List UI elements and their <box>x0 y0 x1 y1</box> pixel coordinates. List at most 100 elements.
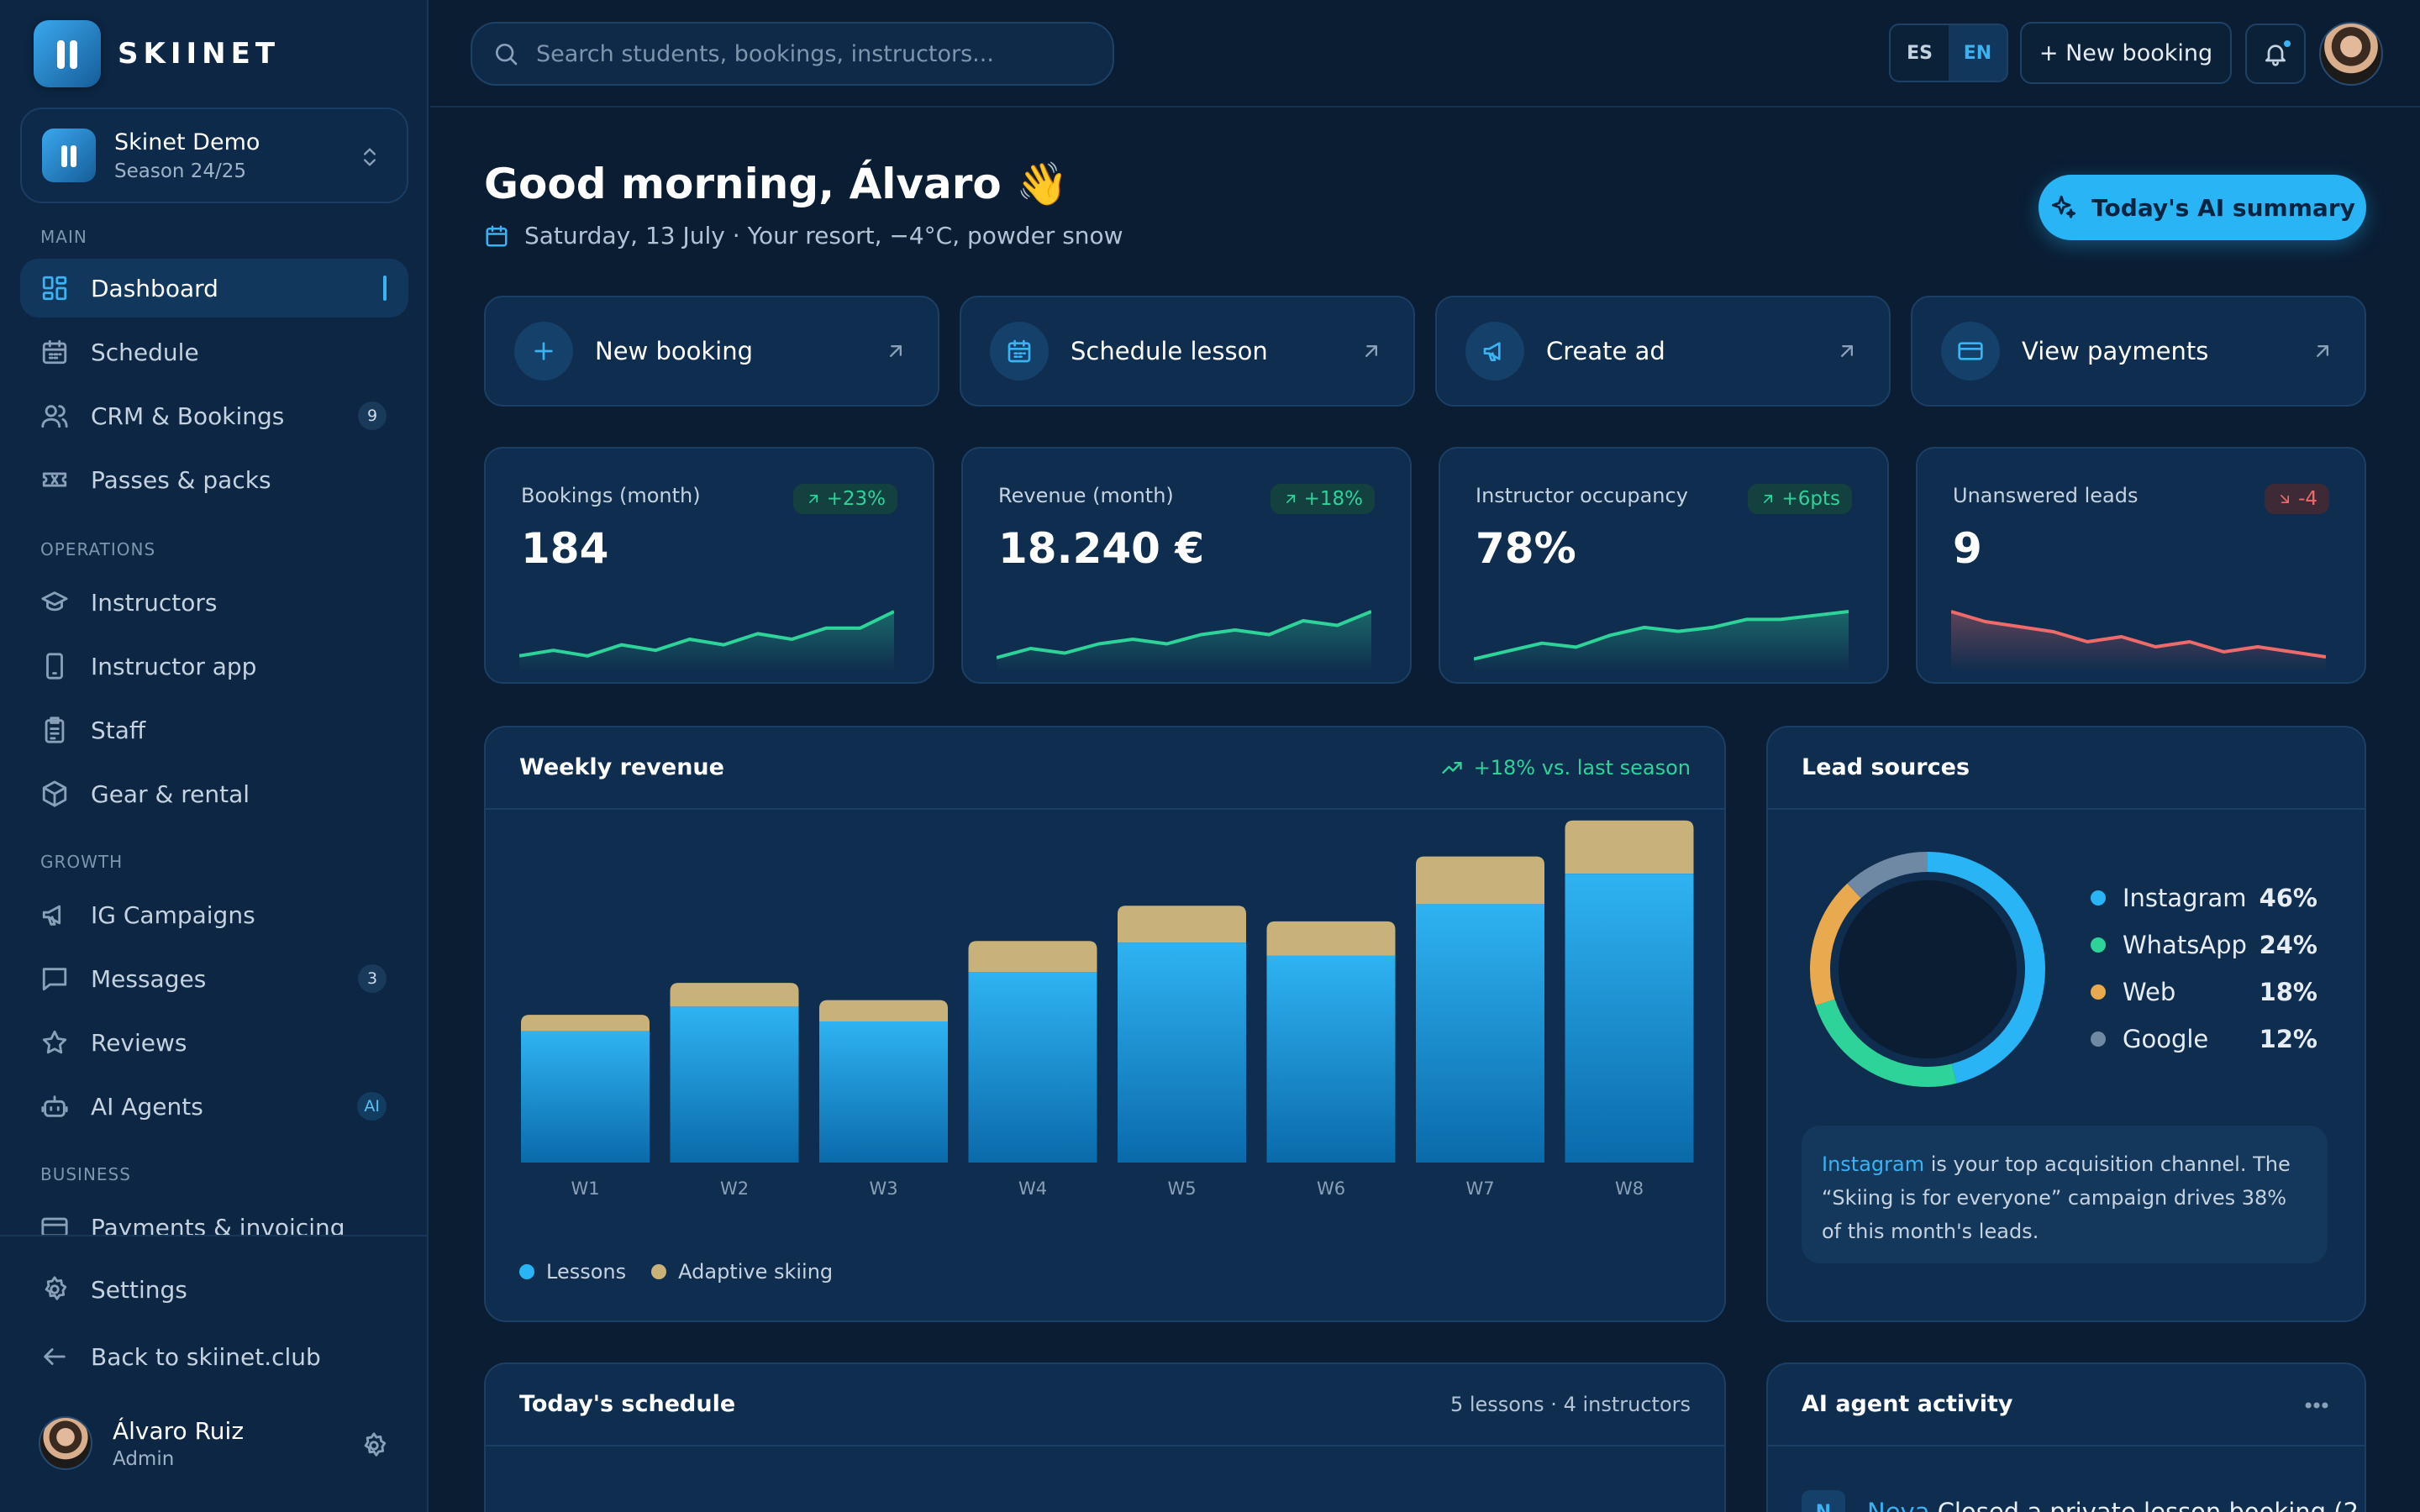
card-icon <box>40 1213 69 1235</box>
bar-lessons-w4[interactable] <box>968 972 1097 1163</box>
panel-title: Weekly revenue <box>519 754 724 780</box>
kpi-value: 9 <box>1953 524 1982 573</box>
activity-item[interactable]: N Neva Closed a private lesson booking (… <box>1802 1490 2359 1512</box>
quick-action-new-booking[interactable]: New booking <box>484 296 939 407</box>
profile-avatar[interactable] <box>2319 22 2383 86</box>
quick-action-label: Create ad <box>1546 337 1665 365</box>
count-badge: 9 <box>358 402 387 430</box>
sidebar-item-label: Instructors <box>91 588 218 617</box>
user-profile[interactable]: Álvaro Ruiz Admin <box>39 1416 244 1470</box>
agent-name[interactable]: Neva <box>1867 1498 1930 1512</box>
ai-summary-label: Today's AI summary <box>2091 193 2355 222</box>
new-booking-button[interactable]: + New booking <box>2020 22 2232 84</box>
x-tick-label: W7 <box>1465 1179 1494 1199</box>
bar-adaptive-w4[interactable] <box>968 941 1097 973</box>
x-tick-label: W8 <box>1615 1179 1644 1199</box>
bar-adaptive-w1[interactable] <box>521 1015 650 1032</box>
legend-dot <box>2091 890 2106 906</box>
lead-source-google: Google 12% <box>2091 1025 2317 1053</box>
x-tick-label: W5 <box>1167 1179 1196 1199</box>
bar-adaptive-w8[interactable] <box>1565 820 1694 874</box>
more-options-icon[interactable] <box>2302 1391 2331 1420</box>
message-icon <box>40 964 69 993</box>
bar-lessons-w7[interactable] <box>1416 904 1544 1163</box>
sidebar-item-passes-packs[interactable]: Passes & packs <box>20 450 408 509</box>
lead-source-name: Google <box>2123 1025 2209 1053</box>
weekly-revenue-bar-chart: W1 W2 W3 W4 W5 W6 W7 W8 <box>521 820 1694 1199</box>
panel-title: Today's schedule <box>519 1391 736 1417</box>
sidebar-item-settings[interactable]: Settings <box>20 1260 408 1319</box>
search-box[interactable] <box>471 22 1114 86</box>
legend-dot <box>2091 1032 2106 1047</box>
search-input[interactable] <box>536 40 1091 67</box>
sidebar-item-ig-campaigns[interactable]: IG Campaigns <box>20 885 408 944</box>
bar-adaptive-w2[interactable] <box>670 983 799 1007</box>
sparkline-chart <box>997 610 1371 672</box>
bar-lessons-w1[interactable] <box>521 1031 650 1163</box>
workspace-switcher[interactable]: Skinet Demo Season 24/25 <box>20 108 408 203</box>
sidebar-item-messages[interactable]: Messages 3 <box>20 949 408 1008</box>
kpi-card-revenue[interactable]: Revenue (month) 18.240 € +18% <box>961 447 1412 684</box>
legend-dot-adaptive <box>651 1264 667 1279</box>
date-weather-text: Saturday, 13 July · Your resort, −4°C, p… <box>524 222 1123 249</box>
sidebar-item-staff[interactable]: Staff <box>20 701 408 759</box>
star-icon <box>40 1028 69 1057</box>
lead-sources-panel: Lead sources Instagram 46% WhatsApp 24% We… <box>1766 726 2366 1322</box>
sidebar-scroll-clip: Payments & invoicing <box>0 1193 429 1235</box>
lead-source-name: Instagram <box>2123 884 2247 912</box>
donut-slice-web[interactable] <box>1810 852 2045 1087</box>
kpi-delta-text: +18% <box>1303 488 1363 510</box>
notifications-button[interactable] <box>2245 24 2306 84</box>
insight-highlight[interactable]: Instagram <box>1822 1152 1925 1176</box>
graduation-cap-icon <box>40 588 69 617</box>
bar-lessons-w2[interactable] <box>670 1006 799 1163</box>
sparkline-line <box>519 610 894 658</box>
sparkline-chart <box>1474 610 1849 672</box>
sidebar-item-label: Staff <box>91 716 146 744</box>
arrow-up-right-icon <box>1282 491 1299 507</box>
kpi-label: Bookings (month) <box>521 484 701 507</box>
bar-adaptive-w7[interactable] <box>1416 856 1544 905</box>
topbar: ES EN + New booking <box>430 0 2420 108</box>
sidebar-item-dashboard[interactable]: Dashboard <box>20 259 408 318</box>
box-icon <box>40 780 69 808</box>
sidebar-item-label: Reviews <box>91 1028 187 1057</box>
sidebar-item-instructor-app[interactable]: Instructor app <box>20 637 408 696</box>
revenue-trend-note: +18% vs. last season <box>1440 756 1691 780</box>
kpi-card-unanswered-leads[interactable]: Unanswered leads 9 -4 <box>1916 447 2366 684</box>
sidebar-item-back[interactable]: Back to skiinet.club <box>20 1327 408 1386</box>
brand-logo[interactable]: SKIINET <box>34 20 280 87</box>
kpi-card-occupancy[interactable]: Instructor occupancy 78% +6pts <box>1439 447 1889 684</box>
sparkline-area <box>997 612 1371 672</box>
lang-en-button[interactable]: EN <box>1949 25 2007 81</box>
donut-slice-google[interactable] <box>1810 852 2045 1087</box>
quick-action-view-payments[interactable]: View payments <box>1911 296 2366 407</box>
bar-lessons-w3[interactable] <box>819 1021 948 1163</box>
bar-adaptive-w3[interactable] <box>819 1000 948 1021</box>
bar-adaptive-w6[interactable] <box>1266 921 1396 956</box>
lang-es-button[interactable]: ES <box>1907 42 1933 64</box>
quick-action-schedule-lesson[interactable]: Schedule lesson <box>960 296 1415 407</box>
sidebar-item-reviews[interactable]: Reviews <box>20 1013 408 1072</box>
sidebar-item-schedule[interactable]: Schedule <box>20 323 408 381</box>
sidebar-item-instructors[interactable]: Instructors <box>20 573 408 632</box>
sidebar-item-label: Dashboard <box>91 274 218 302</box>
sidebar-item-payments-invoicing[interactable]: Payments & invoicing <box>20 1198 408 1235</box>
section-label-growth: GROWTH <box>40 852 124 872</box>
kpi-card-bookings[interactable]: Bookings (month) 184 +23% <box>484 447 934 684</box>
sidebar-item-gear-rental[interactable]: Gear & rental <box>20 764 408 823</box>
ai-summary-button[interactable]: Today's AI summary <box>2039 175 2366 240</box>
bar-lessons-w6[interactable] <box>1266 955 1396 1163</box>
quick-action-create-ad[interactable]: Create ad <box>1435 296 1891 407</box>
schedule-summary: 5 lessons · 4 instructors <box>1449 1393 1691 1416</box>
bar-adaptive-w5[interactable] <box>1118 906 1246 943</box>
bar-lessons-w8[interactable] <box>1565 874 1694 1163</box>
kpi-label: Instructor occupancy <box>1476 484 1688 507</box>
sidebar-item-crm-bookings[interactable]: CRM & Bookings 9 <box>20 386 408 445</box>
bar-lessons-w5[interactable] <box>1118 942 1246 1163</box>
kpi-value: 184 <box>521 524 609 573</box>
sidebar-item-ai-agents[interactable]: AI Agents AI <box>20 1077 408 1136</box>
user-settings-gear-icon[interactable] <box>360 1431 388 1460</box>
sparkles-icon <box>2049 193 2078 222</box>
donut-slice-whatsapp[interactable] <box>1810 852 2045 1087</box>
